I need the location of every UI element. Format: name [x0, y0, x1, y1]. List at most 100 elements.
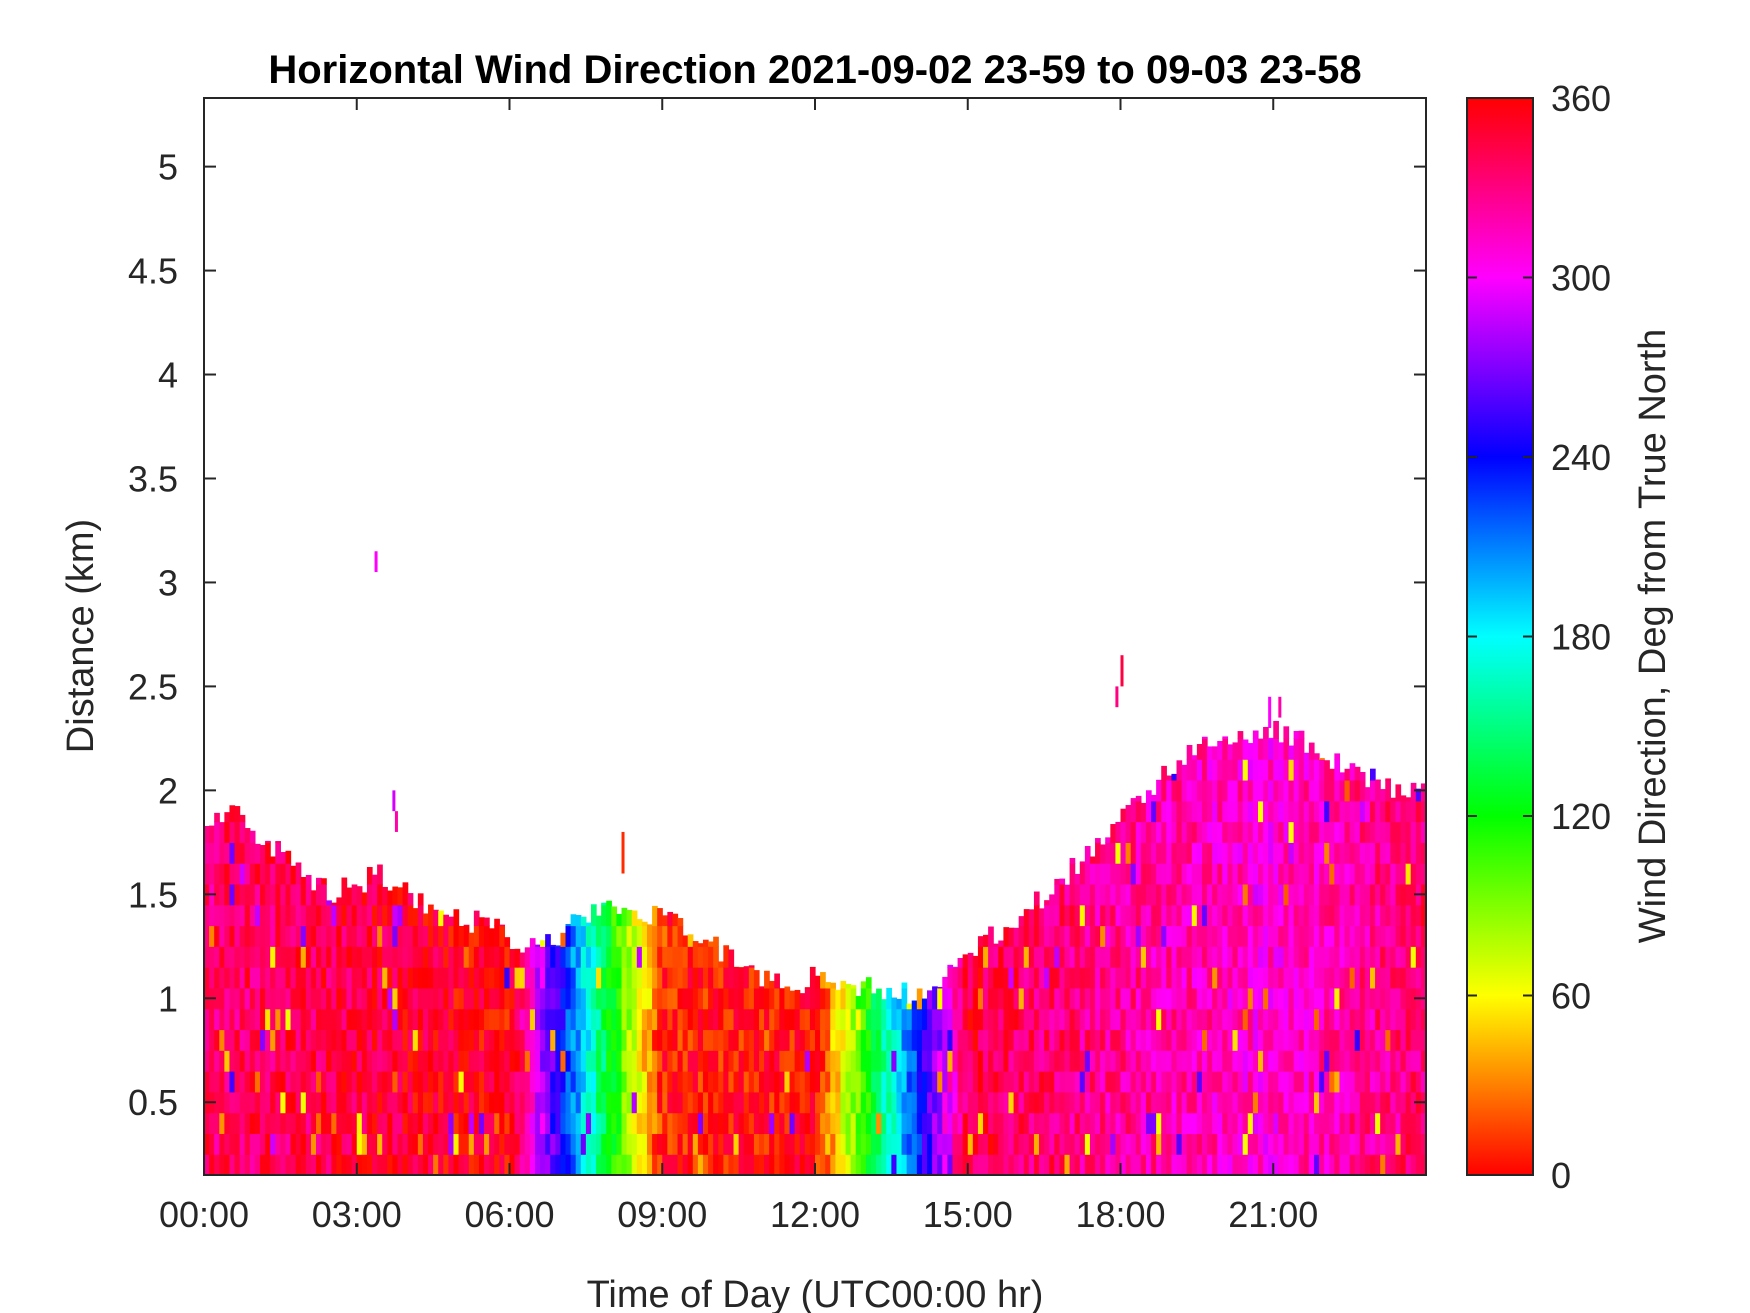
heatmap-cell [1140, 967, 1147, 989]
heatmap-cell [1166, 842, 1173, 864]
heatmap-cell [845, 1133, 852, 1155]
heatmap-cell [590, 946, 597, 968]
heatmap-cell [1319, 842, 1325, 864]
heatmap-cell [815, 1091, 821, 1114]
heatmap-cell [341, 904, 348, 927]
heatmap-cell [1105, 1112, 1111, 1135]
heatmap-cell [453, 967, 460, 989]
heatmap-cell [453, 909, 460, 927]
heatmap-cell [718, 1112, 724, 1135]
heatmap-cell [224, 1071, 231, 1093]
heatmap-cell [1095, 925, 1101, 947]
heatmap-cell [1313, 1133, 1320, 1155]
heatmap-cell [290, 925, 297, 947]
heatmap-cell [219, 1050, 225, 1072]
heatmap-cell [417, 893, 424, 906]
heatmap-cell [585, 1091, 592, 1114]
heatmap-cell [260, 904, 266, 927]
heatmap-cell [1283, 726, 1290, 739]
heatmap-cell [489, 1071, 495, 1093]
heatmap-cell [881, 1071, 887, 1093]
heatmap-cell [1176, 1071, 1183, 1093]
heatmap-cell [1268, 759, 1274, 781]
heatmap-cell [1013, 1029, 1020, 1051]
heatmap-cell [1395, 1112, 1402, 1135]
heatmap-cell [983, 1133, 989, 1155]
heatmap-cell [631, 1029, 638, 1051]
heatmap-cell [402, 1133, 409, 1155]
heatmap-cell [239, 925, 246, 947]
heatmap-cell [382, 1154, 388, 1175]
heatmap-cell [254, 883, 261, 906]
heatmap-cell [1415, 904, 1422, 927]
heatmap-cell [239, 1071, 246, 1093]
colorbar-tick-label: 180 [1551, 617, 1611, 658]
heatmap-cell [1375, 1008, 1381, 1031]
heatmap-cell [265, 1112, 271, 1135]
heatmap-cell [1217, 946, 1223, 968]
heatmap-cell [896, 1154, 903, 1175]
heatmap-cell [341, 883, 348, 906]
heatmap-cell [1390, 1091, 1397, 1114]
heatmap-cell [1313, 1050, 1320, 1072]
heatmap-cell [1410, 967, 1417, 989]
heatmap-cell [789, 1133, 796, 1155]
heatmap-cell [1115, 904, 1122, 927]
heatmap-cell [1186, 1091, 1193, 1114]
heatmap-cell [611, 1008, 618, 1031]
heatmap-cell [402, 904, 409, 927]
heatmap-cell [204, 1154, 210, 1175]
heatmap-cell [977, 1112, 984, 1135]
heatmap-cell [1288, 1154, 1295, 1175]
heatmap-cell [1257, 883, 1264, 906]
heatmap-cell [1166, 883, 1173, 906]
heatmap-cell [1028, 1154, 1035, 1175]
heatmap-cell [219, 967, 225, 989]
heatmap-cell [758, 1133, 765, 1155]
heatmap-cell [1349, 763, 1356, 781]
heatmap-cell [657, 967, 663, 989]
heatmap-cell [621, 907, 628, 927]
heatmap-cell [1380, 1133, 1386, 1155]
heatmap-cell [682, 1133, 689, 1155]
heatmap-cell [204, 925, 210, 947]
heatmap-cell [377, 1133, 383, 1155]
heatmap-cell [524, 1050, 531, 1072]
heatmap-cell [1054, 1050, 1060, 1072]
heatmap-cell [1293, 987, 1300, 1010]
heatmap-cell [1283, 779, 1290, 802]
heatmap-cell [758, 1050, 765, 1072]
heatmap-cell [835, 1154, 842, 1175]
heatmap-cell [911, 1008, 918, 1031]
heatmap-cell [820, 1029, 826, 1051]
heatmap-cell [616, 1091, 623, 1114]
heatmap-cell [1079, 1071, 1086, 1093]
heatmap-cell [331, 1029, 337, 1051]
heatmap-cell [1339, 1050, 1346, 1072]
heatmap-cell [463, 1133, 470, 1155]
heatmap-cell [392, 1071, 399, 1093]
heatmap-cell [611, 1029, 618, 1051]
heatmap-cell [1115, 842, 1122, 864]
heatmap-cell [1069, 1133, 1076, 1155]
heatmap-cell [265, 1008, 271, 1031]
heatmap-cell [1201, 1133, 1208, 1155]
heatmap-cell [1303, 967, 1310, 989]
heatmap-cell [1268, 904, 1274, 927]
heatmap-cell [351, 1112, 358, 1135]
heatmap-cell [448, 925, 455, 947]
heatmap-cell [1283, 904, 1290, 927]
heatmap-cell [1028, 1050, 1035, 1072]
heatmap-cell [1120, 883, 1127, 906]
heatmap-cell [636, 1154, 643, 1175]
heatmap-cell [254, 1029, 261, 1051]
heatmap-cell [254, 967, 261, 989]
heatmap-cell [234, 1133, 241, 1155]
heatmap-cell [1278, 1071, 1285, 1093]
heatmap-cell [1329, 1091, 1335, 1114]
heatmap-cell [662, 967, 668, 989]
heatmap-cell [1089, 1154, 1096, 1175]
heatmap-cell [1385, 800, 1391, 823]
heatmap-cell [1339, 883, 1346, 906]
heatmap-cell [1410, 946, 1417, 968]
